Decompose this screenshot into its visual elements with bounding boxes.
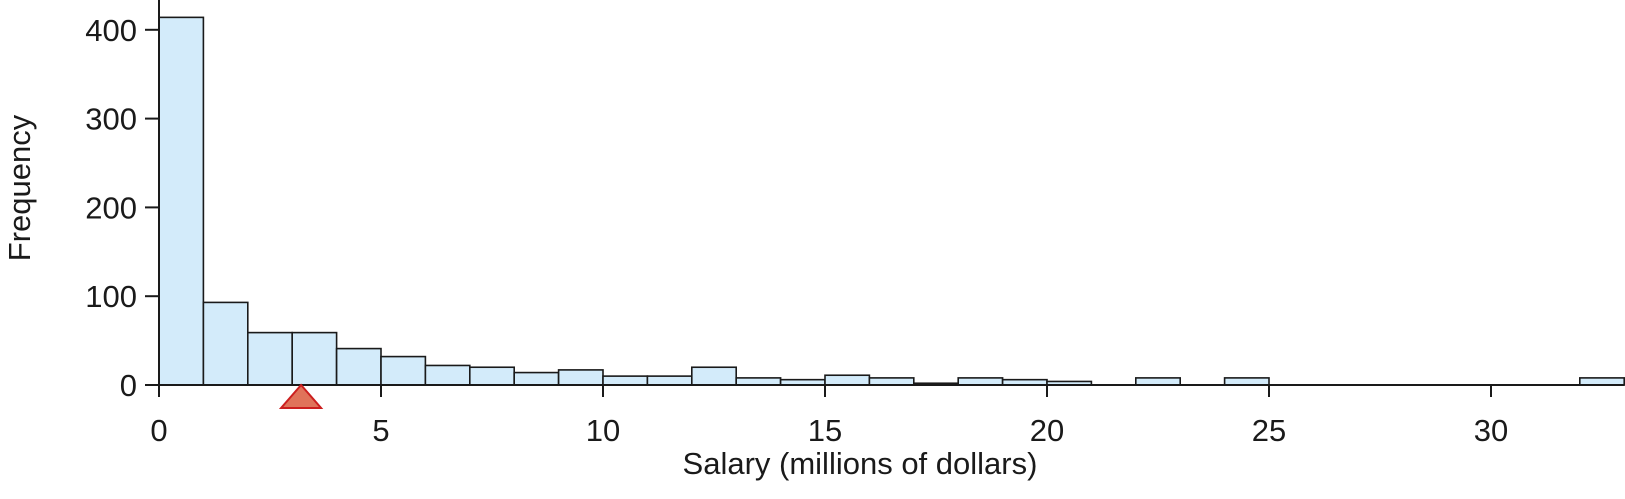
- histogram-bar-13: [735, 377, 782, 386]
- y-tick-label-200: 200: [85, 190, 137, 225]
- histogram-bar-0: [158, 16, 205, 386]
- histogram-bar-11: [646, 375, 693, 386]
- x-tick-label-30: 30: [1474, 413, 1508, 448]
- y-tick-label-300: 300: [85, 102, 137, 137]
- histogram-bar-6: [424, 364, 471, 386]
- y-tick-label-400: 400: [85, 13, 137, 48]
- histogram-bar-3: [291, 331, 338, 386]
- histogram-bar-5: [380, 355, 427, 386]
- mean-marker: [278, 383, 324, 409]
- histogram-bar-2: [247, 331, 294, 386]
- x-tick-label-0: 0: [150, 413, 167, 448]
- mean-marker-triangle: [278, 383, 324, 409]
- x-tick-label-10: 10: [586, 413, 620, 448]
- y-axis: 0 100 200 300 400: [85, 0, 160, 403]
- histogram-bar-16: [868, 377, 915, 386]
- histogram-bar-8: [513, 371, 560, 386]
- x-tick-label-20: 20: [1030, 413, 1064, 448]
- histogram-bars: [158, 16, 1625, 386]
- histogram-bar-24: [1223, 377, 1270, 386]
- histogram-bar-15: [824, 374, 871, 386]
- histogram-bar-22: [1135, 377, 1182, 386]
- histogram-bar-12: [690, 366, 737, 386]
- y-axis-title: Frequency: [2, 114, 37, 261]
- x-tick-label-25: 25: [1252, 413, 1286, 448]
- histogram-bar-4: [335, 347, 382, 386]
- x-axis-title: Salary (millions of dollars): [683, 446, 1038, 481]
- histogram-bar-10: [602, 375, 649, 386]
- histogram-bar-7: [468, 366, 515, 386]
- y-tick-label-0: 0: [120, 368, 137, 403]
- x-tick-label-5: 5: [372, 413, 389, 448]
- histogram-bar-18: [957, 377, 1004, 386]
- histogram-bar-9: [557, 369, 604, 386]
- histogram-bar-1: [202, 301, 249, 386]
- histogram-bar-32: [1579, 377, 1625, 386]
- y-tick-label-100: 100: [85, 279, 137, 314]
- x-axis: 0 5 10 15 20 25 30: [150, 384, 1625, 448]
- x-tick-label-15: 15: [808, 413, 842, 448]
